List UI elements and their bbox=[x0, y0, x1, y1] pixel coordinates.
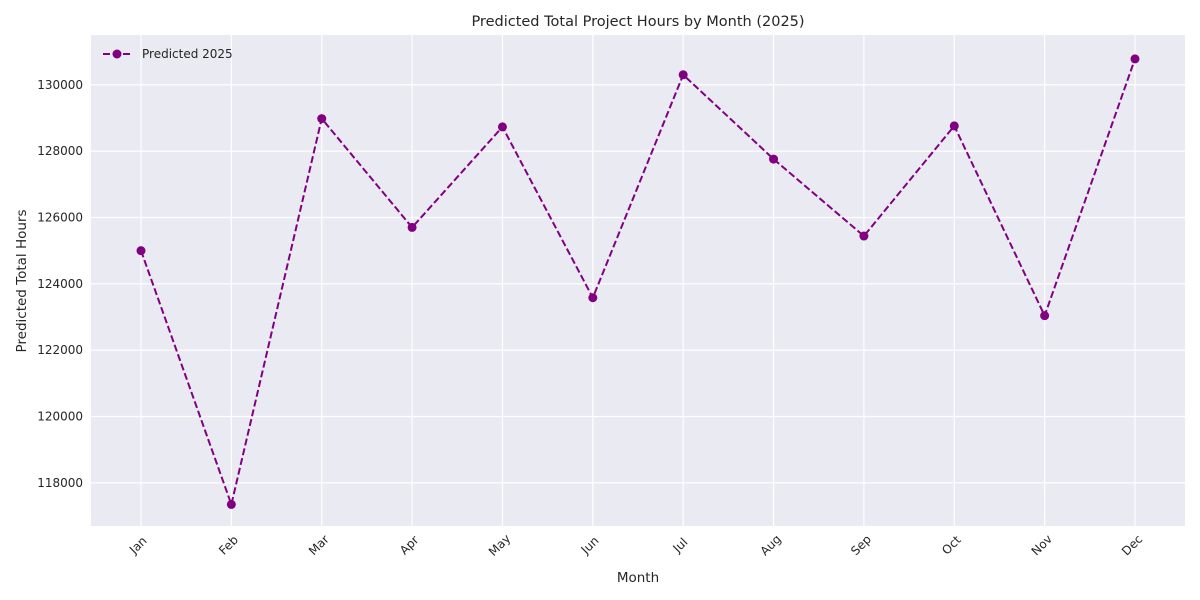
y-tick-label: 124000 bbox=[37, 277, 83, 291]
y-tick-label: 128000 bbox=[37, 144, 83, 158]
y-axis-ticks: 118000 120000 122000 124000 126000 128000 1300… bbox=[37, 78, 83, 490]
x-axis-title: Month bbox=[617, 570, 659, 586]
data-point-jul bbox=[678, 70, 688, 80]
legend: Predicted 2025 bbox=[103, 47, 233, 61]
y-axis-title: Predicted Total Hours bbox=[14, 209, 30, 352]
y-tick-label: 126000 bbox=[37, 210, 83, 224]
series-line-predicted-2025 bbox=[140, 58, 1136, 508]
data-point-may bbox=[497, 122, 507, 132]
data-point-jun bbox=[588, 293, 598, 303]
y-tick-label: 118000 bbox=[37, 476, 83, 490]
grid-lines bbox=[91, 35, 1185, 526]
y-tick-label: 122000 bbox=[37, 343, 83, 357]
data-point-mar bbox=[317, 114, 327, 124]
data-point-feb bbox=[226, 499, 236, 509]
data-point-sep bbox=[859, 231, 869, 241]
data-point-dec bbox=[1130, 54, 1140, 64]
legend-marker bbox=[112, 49, 122, 59]
data-point-aug bbox=[769, 154, 779, 164]
series-points bbox=[136, 54, 1140, 509]
legend-label: Predicted 2025 bbox=[142, 47, 233, 61]
data-point-apr bbox=[407, 222, 417, 232]
y-tick-label: 120000 bbox=[37, 410, 83, 424]
plot-area bbox=[91, 35, 1185, 526]
y-tick-label: 130000 bbox=[37, 78, 83, 92]
chart-title: Predicted Total Project Hours by Month (… bbox=[471, 14, 804, 30]
data-point-jan bbox=[136, 246, 146, 256]
data-point-nov bbox=[1040, 311, 1050, 321]
data-point-oct bbox=[949, 121, 959, 131]
